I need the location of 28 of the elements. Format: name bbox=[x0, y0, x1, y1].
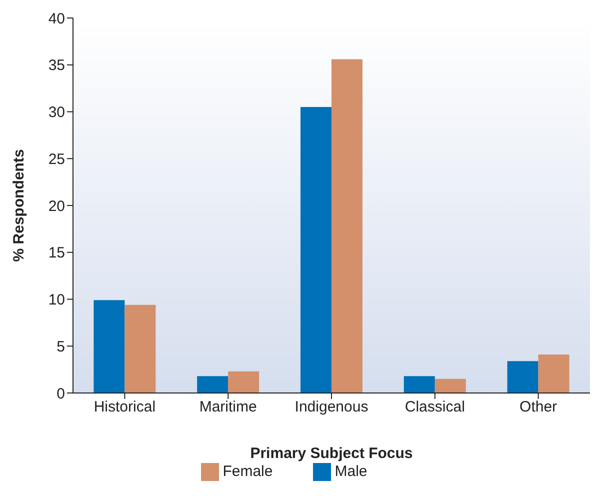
bar bbox=[124, 304, 156, 393]
x-tick-label: Indigenous bbox=[294, 398, 368, 416]
x-axis-title: Primary Subject Focus bbox=[250, 444, 413, 462]
x-tick-label: Classical bbox=[404, 398, 465, 416]
x-tick-label: Historical bbox=[94, 398, 156, 416]
y-tick-label: 15 bbox=[48, 244, 65, 262]
legend-label: Female bbox=[222, 462, 273, 480]
y-tick-label: 40 bbox=[48, 10, 65, 28]
y-tick-label: 35 bbox=[48, 57, 65, 74]
legend-label: Male bbox=[334, 462, 368, 480]
bar bbox=[94, 300, 125, 393]
x-tick-label: Maritime bbox=[199, 398, 257, 416]
bar bbox=[434, 378, 466, 393]
bar bbox=[300, 107, 332, 393]
bar bbox=[331, 59, 362, 393]
bar bbox=[507, 361, 538, 393]
bar bbox=[228, 371, 260, 393]
y-axis-title: % Respondents bbox=[10, 149, 28, 262]
x-tick-label: Other bbox=[520, 398, 558, 416]
bar bbox=[538, 354, 570, 393]
bar bbox=[404, 376, 435, 393]
y-tick-label: 10 bbox=[48, 292, 65, 309]
y-tick-label: 5 bbox=[56, 338, 65, 356]
y-tick-label: 25 bbox=[48, 150, 65, 168]
y-tick-label: 20 bbox=[48, 198, 65, 215]
bar bbox=[197, 376, 228, 393]
y-tick-label: 30 bbox=[48, 104, 65, 122]
y-tick-label: 0 bbox=[56, 385, 65, 402]
